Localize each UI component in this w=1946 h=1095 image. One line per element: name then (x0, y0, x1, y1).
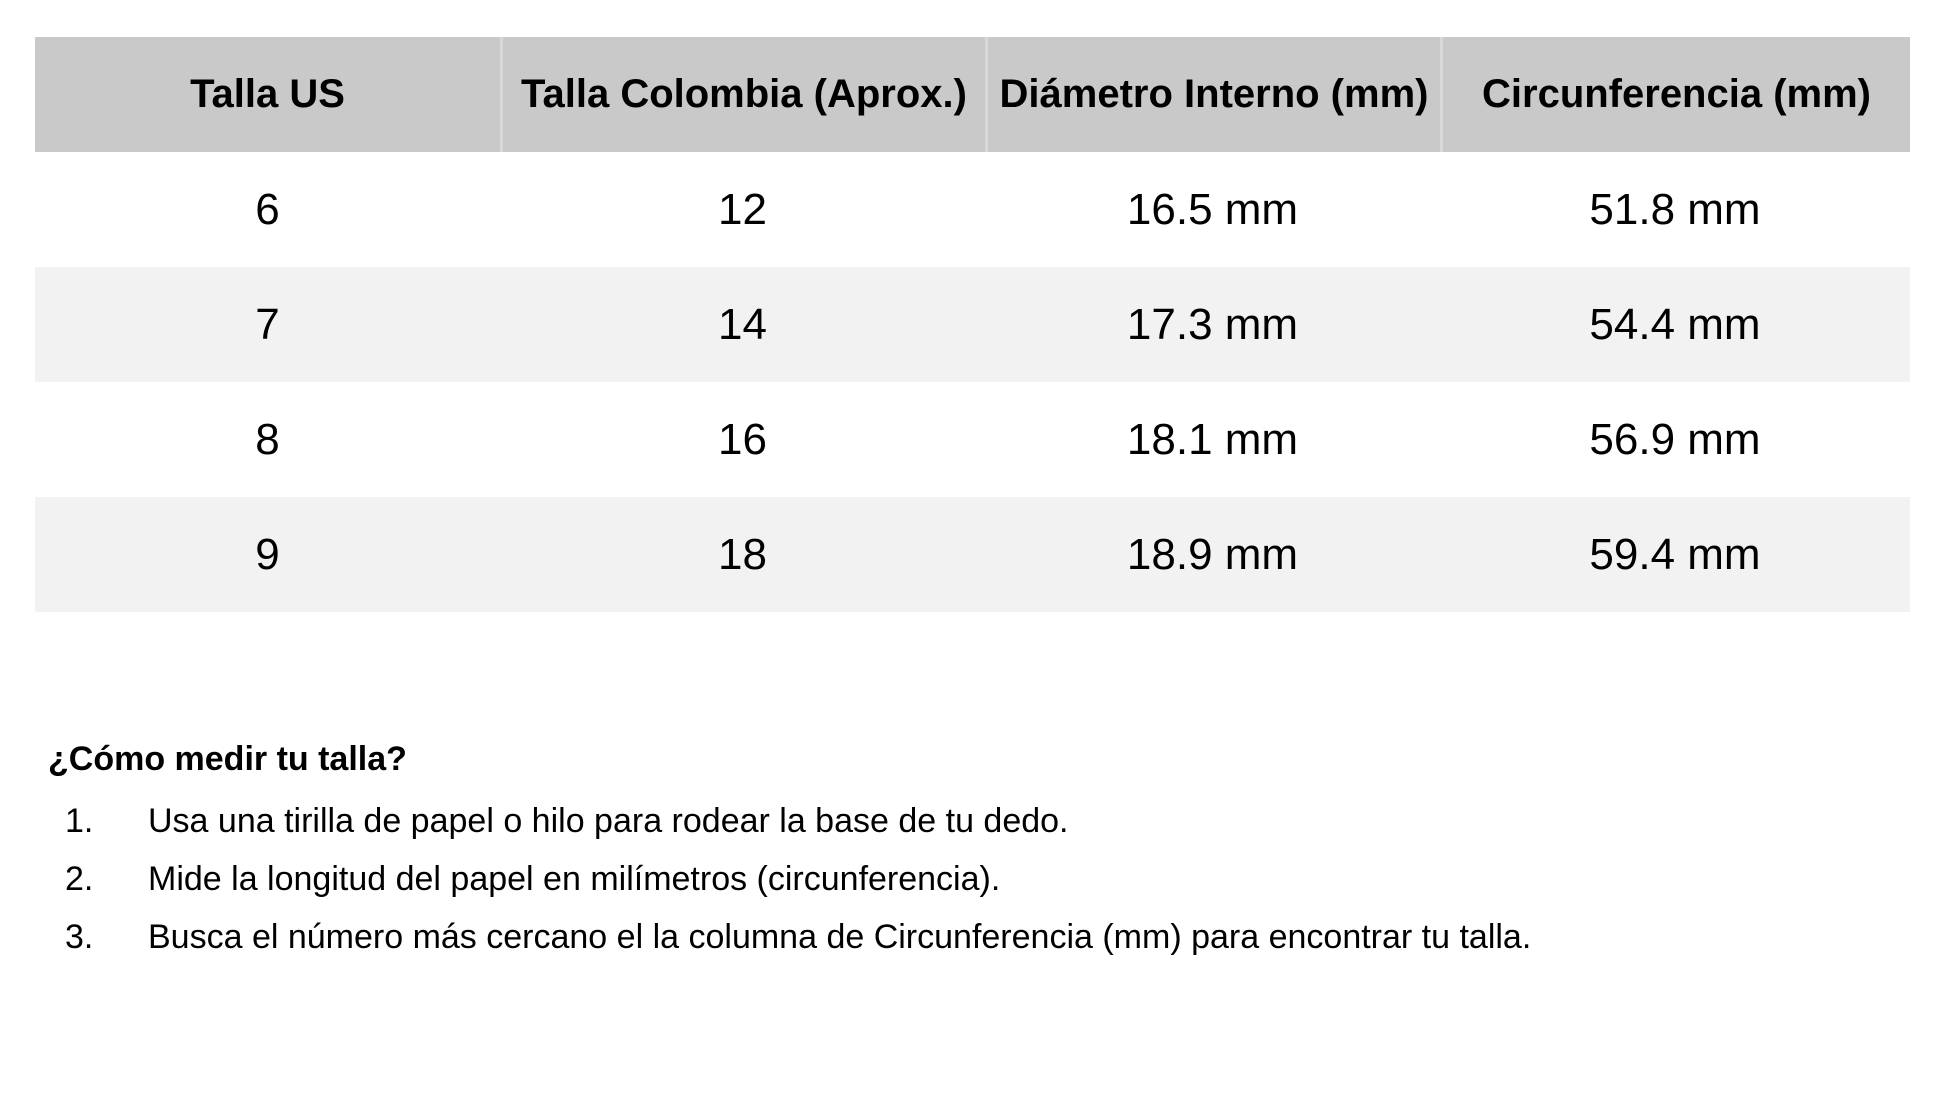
measuring-instructions-section: ¿Cómo medir tu talla? 1. Usa una tirilla… (48, 738, 1748, 977)
table-row: 7 14 17.3 mm 54.4 mm (35, 267, 1910, 382)
size-table-header-row: Talla US Talla Colombia (Aprox.) Diámetr… (35, 37, 1910, 152)
column-header-talla-us: Talla US (35, 37, 500, 152)
column-header-diametro-interno: Diámetro Interno (mm) (985, 37, 1440, 152)
cell-circunferencia: 59.4 mm (1440, 497, 1910, 612)
cell-talla-colombia: 16 (500, 382, 985, 497)
table-row: 8 16 18.1 mm 56.9 mm (35, 382, 1910, 497)
step-number: 2. (65, 860, 94, 898)
step-number: 3. (65, 918, 94, 956)
instruction-step: 2. Mide la longitud del papel en milímet… (48, 861, 1748, 897)
column-header-talla-colombia: Talla Colombia (Aprox.) (500, 37, 985, 152)
cell-circunferencia: 56.9 mm (1440, 382, 1910, 497)
step-number: 1. (65, 802, 94, 840)
cell-talla-us: 9 (35, 497, 500, 612)
cell-circunferencia: 54.4 mm (1440, 267, 1910, 382)
table-row: 6 12 16.5 mm 51.8 mm (35, 152, 1910, 267)
ring-size-table: Talla US Talla Colombia (Aprox.) Diámetr… (35, 37, 1910, 612)
step-text: Usa una tirilla de papel o hilo para rod… (148, 802, 1069, 840)
cell-diametro-interno: 16.5 mm (985, 152, 1440, 267)
cell-circunferencia: 51.8 mm (1440, 152, 1910, 267)
step-text: Mide la longitud del papel en milímetros… (148, 860, 1001, 898)
cell-diametro-interno: 18.1 mm (985, 382, 1440, 497)
cell-talla-colombia: 18 (500, 497, 985, 612)
step-text: Busca el número más cercano el la column… (148, 918, 1532, 956)
instruction-step: 1. Usa una tirilla de papel o hilo para … (48, 803, 1748, 839)
column-header-circunferencia: Circunferencia (mm) (1440, 37, 1910, 152)
cell-talla-us: 8 (35, 382, 500, 497)
cell-talla-us: 6 (35, 152, 500, 267)
cell-diametro-interno: 17.3 mm (985, 267, 1440, 382)
instructions-heading: ¿Cómo medir tu talla? (48, 740, 407, 778)
cell-talla-colombia: 14 (500, 267, 985, 382)
cell-talla-colombia: 12 (500, 152, 985, 267)
cell-diametro-interno: 18.9 mm (985, 497, 1440, 612)
table-row: 9 18 18.9 mm 59.4 mm (35, 497, 1910, 612)
instruction-step: 3. Busca el número más cercano el la col… (48, 919, 1748, 955)
cell-talla-us: 7 (35, 267, 500, 382)
